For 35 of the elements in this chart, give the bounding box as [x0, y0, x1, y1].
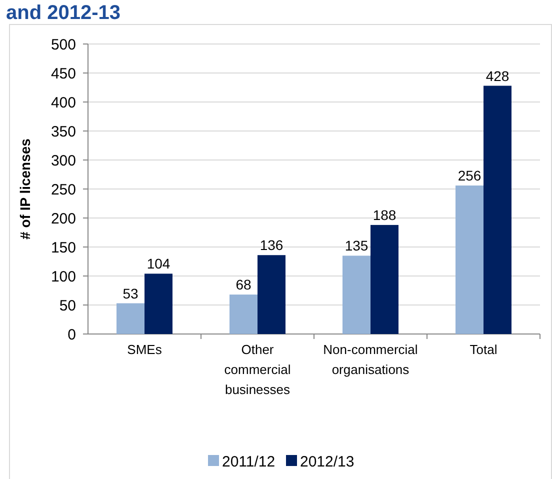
bar — [230, 294, 258, 334]
y-tick-label: 300 — [50, 152, 76, 170]
data-label: 136 — [260, 237, 284, 254]
y-tick-label: 50 — [59, 297, 76, 314]
x-tick-label: SMEs — [127, 342, 162, 357]
y-tick-label: 350 — [50, 123, 76, 140]
legend-label: 2011/12 — [222, 453, 276, 470]
y-tick-label: 200 — [50, 210, 76, 228]
y-tick-label: 0 — [68, 326, 76, 344]
data-label: 53 — [122, 285, 138, 302]
legend-label: 2012/13 — [300, 453, 354, 470]
x-tick-label: Non-commercial organisations — [323, 342, 418, 377]
bar — [144, 274, 172, 334]
bar — [342, 256, 370, 334]
y-tick-label: 400 — [50, 94, 76, 112]
y-tick-label: 450 — [50, 65, 76, 82]
y-tick-label: 100 — [50, 268, 76, 286]
x-tick-label: Total — [470, 342, 498, 357]
data-label: 135 — [344, 238, 368, 254]
x-tick-label: Other commercial businesses — [224, 342, 291, 397]
bar — [258, 255, 286, 334]
data-label: 428 — [486, 68, 510, 84]
y-tick-label: 250 — [50, 181, 76, 198]
data-label: 256 — [458, 168, 482, 184]
bar — [456, 186, 484, 334]
bar — [484, 86, 512, 334]
y-axis-title: # of IP licenses — [17, 138, 33, 240]
bar — [116, 303, 144, 334]
data-label: 68 — [236, 276, 252, 293]
chart-title: and 2012-13 — [6, 2, 121, 24]
bar — [370, 224, 398, 334]
y-tick-label: 500 — [50, 36, 76, 54]
y-tick-label: 150 — [50, 239, 76, 256]
data-label: 188 — [372, 206, 396, 223]
data-label: 104 — [146, 256, 170, 272]
